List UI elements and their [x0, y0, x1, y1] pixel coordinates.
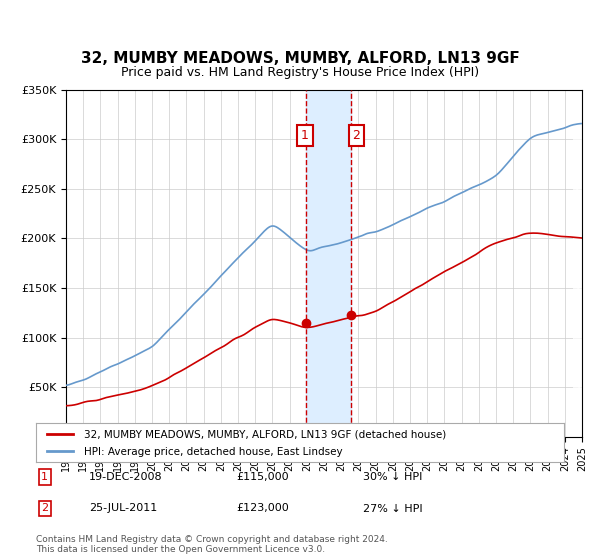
Text: 1: 1 [41, 472, 48, 482]
Text: £115,000: £115,000 [236, 472, 289, 482]
Text: 25-JUL-2011: 25-JUL-2011 [89, 503, 157, 514]
Text: HPI: Average price, detached house, East Lindsey: HPI: Average price, detached house, East… [83, 447, 342, 457]
Text: Price paid vs. HM Land Registry's House Price Index (HPI): Price paid vs. HM Land Registry's House … [121, 66, 479, 80]
Text: 2: 2 [353, 129, 361, 142]
Text: 32, MUMBY MEADOWS, MUMBY, ALFORD, LN13 9GF (detached house): 32, MUMBY MEADOWS, MUMBY, ALFORD, LN13 9… [83, 430, 446, 440]
Text: £123,000: £123,000 [236, 503, 289, 514]
Bar [306, 90, 351, 437]
Text: 30% ↓ HPI: 30% ↓ HPI [364, 472, 423, 482]
Text: 19-DEC-2008: 19-DEC-2008 [89, 472, 163, 482]
Text: 32, MUMBY MEADOWS, MUMBY, ALFORD, LN13 9GF: 32, MUMBY MEADOWS, MUMBY, ALFORD, LN13 9… [80, 52, 520, 66]
Text: Contains HM Land Registry data © Crown copyright and database right 2024.
This d: Contains HM Land Registry data © Crown c… [36, 535, 388, 554]
Text: 27% ↓ HPI: 27% ↓ HPI [364, 503, 423, 514]
Text: 1: 1 [301, 129, 309, 142]
Bar [574, 90, 582, 437]
Text: 2: 2 [41, 503, 49, 514]
